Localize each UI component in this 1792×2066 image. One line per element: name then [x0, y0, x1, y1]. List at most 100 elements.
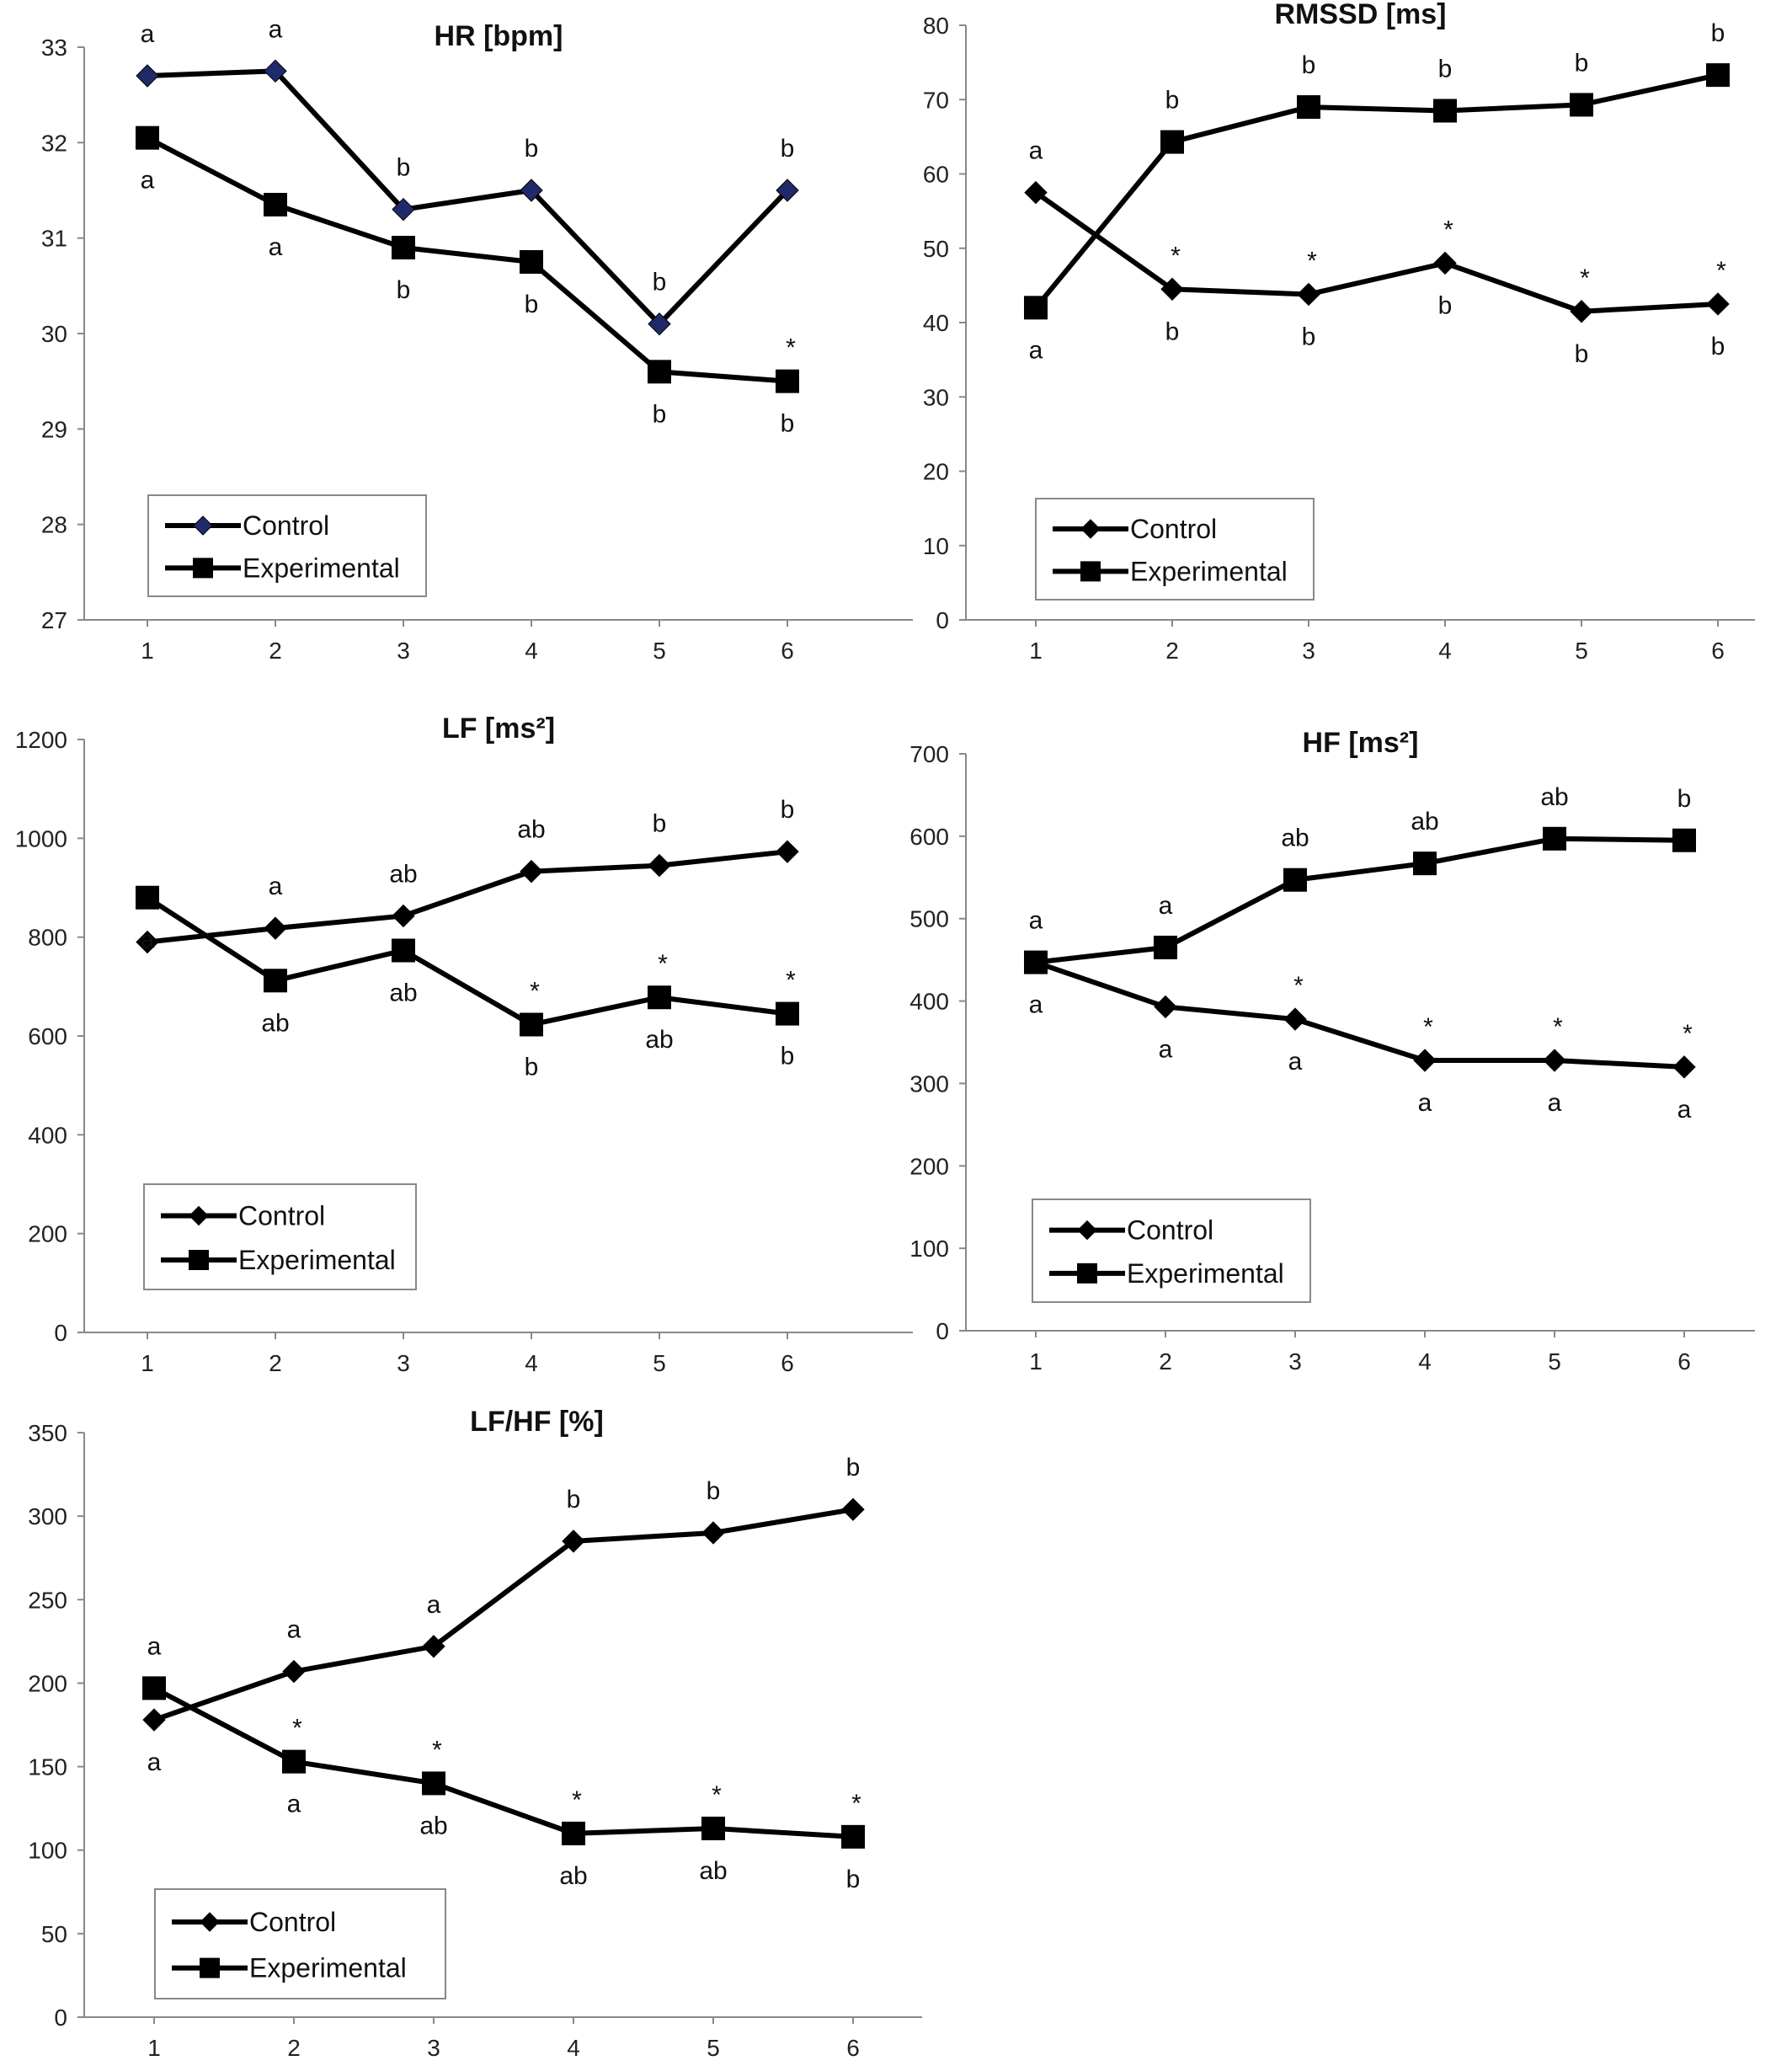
- asterisk-label: *: [1683, 1020, 1693, 1048]
- data-point-control: [1433, 251, 1457, 275]
- x-tick-label: 3: [1288, 1348, 1302, 1375]
- x-tick-label: 5: [707, 2035, 720, 2061]
- asterisk-label: *: [1553, 1013, 1563, 1041]
- data-point-experimental: [776, 369, 799, 393]
- x-tick-label: 6: [846, 2035, 860, 2061]
- y-tick-label: 700: [909, 741, 949, 767]
- data-point-experimental: [701, 1816, 725, 1840]
- data-point-control: [1283, 1007, 1307, 1031]
- legend-label: Control: [238, 1201, 325, 1231]
- data-point-control: [1160, 277, 1184, 301]
- data-point-experimental: [1297, 95, 1320, 120]
- data-point-experimental: [136, 125, 159, 150]
- data-point-control: [264, 59, 287, 83]
- legend-label: Control: [1130, 514, 1217, 544]
- data-point-experimental: [520, 1012, 543, 1037]
- asterisk-label: *: [658, 950, 668, 978]
- data-point-control: [776, 840, 799, 863]
- legend-label: Experimental: [249, 1953, 407, 1983]
- significance-label: b: [781, 135, 795, 163]
- data-point-control: [392, 197, 415, 222]
- data-point-control: [648, 312, 671, 336]
- significance-label: ab: [559, 1862, 587, 1890]
- legend-marker: [189, 1250, 209, 1270]
- data-point-experimental: [422, 1771, 445, 1796]
- data-point-experimental: [1160, 130, 1184, 154]
- asterisk-label: *: [572, 1786, 582, 1814]
- significance-label: ab: [1411, 808, 1438, 835]
- data-point-experimental: [136, 885, 159, 910]
- y-tick-label: 600: [909, 824, 949, 850]
- chart-1: 27 28 29 30 31 32 33 1 2 3 4 5 6 HR [bpm] a a b b b b a a b b b b…: [41, 15, 913, 664]
- y-tick-label: 200: [28, 1221, 67, 1247]
- x-tick-label: 3: [427, 2035, 440, 2061]
- chart-3: 0 200 400 600 800 1000 1200 1 2 3 4 5 6 LF [ms²] a a ab a…: [15, 713, 913, 1376]
- significance-label: ab: [419, 1812, 447, 1839]
- x-tick-label: 2: [287, 2035, 301, 2061]
- significance-label: b: [525, 135, 539, 163]
- significance-label: ab: [699, 1857, 727, 1885]
- y-tick-label: 30: [923, 384, 949, 410]
- data-point-experimental: [1413, 851, 1437, 876]
- significance-label: ab: [389, 980, 417, 1007]
- asterisk-label: *: [1293, 972, 1304, 1000]
- y-tick-label: 10: [923, 533, 949, 559]
- significance-label: b: [525, 291, 539, 318]
- y-tick-label: 32: [41, 130, 67, 156]
- y-tick-label: 800: [28, 925, 67, 951]
- significance-label: b: [567, 1486, 581, 1513]
- data-point-control: [1706, 292, 1730, 316]
- significance-label: a: [141, 20, 155, 48]
- x-tick-label: 4: [1418, 1348, 1432, 1375]
- significance-label: ab: [645, 1026, 673, 1054]
- significance-label: b: [846, 1866, 861, 1893]
- data-point-control: [701, 1521, 725, 1545]
- y-tick-label: 200: [909, 1153, 949, 1179]
- significance-label: a: [269, 873, 283, 900]
- asterisk-label: *: [851, 1790, 861, 1818]
- asterisk-label: *: [786, 334, 796, 362]
- data-point-experimental: [1433, 99, 1457, 123]
- legend-label: Experimental: [1127, 1258, 1284, 1289]
- y-tick-label: 200: [28, 1670, 67, 1696]
- data-point-experimental: [1672, 828, 1696, 852]
- significance-label: a: [1288, 1048, 1303, 1076]
- y-tick-label: 500: [909, 906, 949, 932]
- data-point-experimental: [648, 360, 671, 384]
- data-point-control: [1543, 1049, 1566, 1072]
- x-tick-label: 6: [1711, 638, 1725, 664]
- significance-label: b: [653, 810, 667, 838]
- asterisk-label: *: [1443, 216, 1453, 243]
- series-line-control: [1034, 190, 1719, 314]
- x-tick-label: 4: [567, 2035, 580, 2061]
- significance-label: b: [397, 154, 411, 182]
- y-tick-label: 33: [41, 35, 67, 61]
- significance-label: b: [781, 1043, 795, 1070]
- significance-label: a: [1548, 1089, 1562, 1117]
- x-tick-label: 3: [397, 1350, 410, 1376]
- asterisk-label: *: [712, 1781, 722, 1809]
- significance-label: a: [141, 167, 155, 195]
- legend: Control Experimental: [147, 494, 427, 597]
- y-tick-label: 31: [41, 226, 67, 252]
- y-tick-label: 300: [909, 1070, 949, 1097]
- significance-label: a: [147, 1748, 162, 1776]
- significance-label: a: [427, 1591, 441, 1619]
- data-point-control: [142, 1708, 166, 1732]
- significance-label: a: [1029, 907, 1043, 935]
- y-tick-label: 20: [923, 459, 949, 485]
- chart-title: LF [ms²]: [442, 713, 555, 745]
- data-point-experimental: [841, 1824, 865, 1849]
- x-tick-label: 6: [1677, 1348, 1691, 1375]
- asterisk-label: *: [530, 978, 540, 1006]
- chart-title: LF/HF [%]: [470, 1406, 604, 1438]
- significance-label: ab: [1281, 825, 1309, 852]
- series-line-control: [153, 1507, 854, 1722]
- x-tick-label: 4: [525, 638, 538, 664]
- legend-marker: [193, 515, 213, 536]
- series-line-control: [1035, 959, 1685, 1070]
- y-tick-label: 50: [923, 236, 949, 262]
- asterisk-label: *: [1580, 264, 1590, 292]
